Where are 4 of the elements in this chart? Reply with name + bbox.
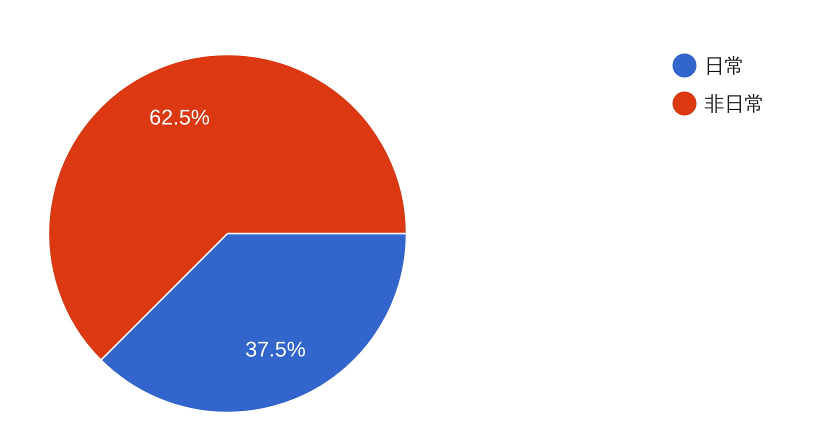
data-label: 62.5%: [149, 106, 210, 130]
legend-label: 日常: [704, 54, 744, 78]
legend-label: 非日常: [704, 92, 764, 116]
data-label: 37.5%: [245, 337, 306, 362]
